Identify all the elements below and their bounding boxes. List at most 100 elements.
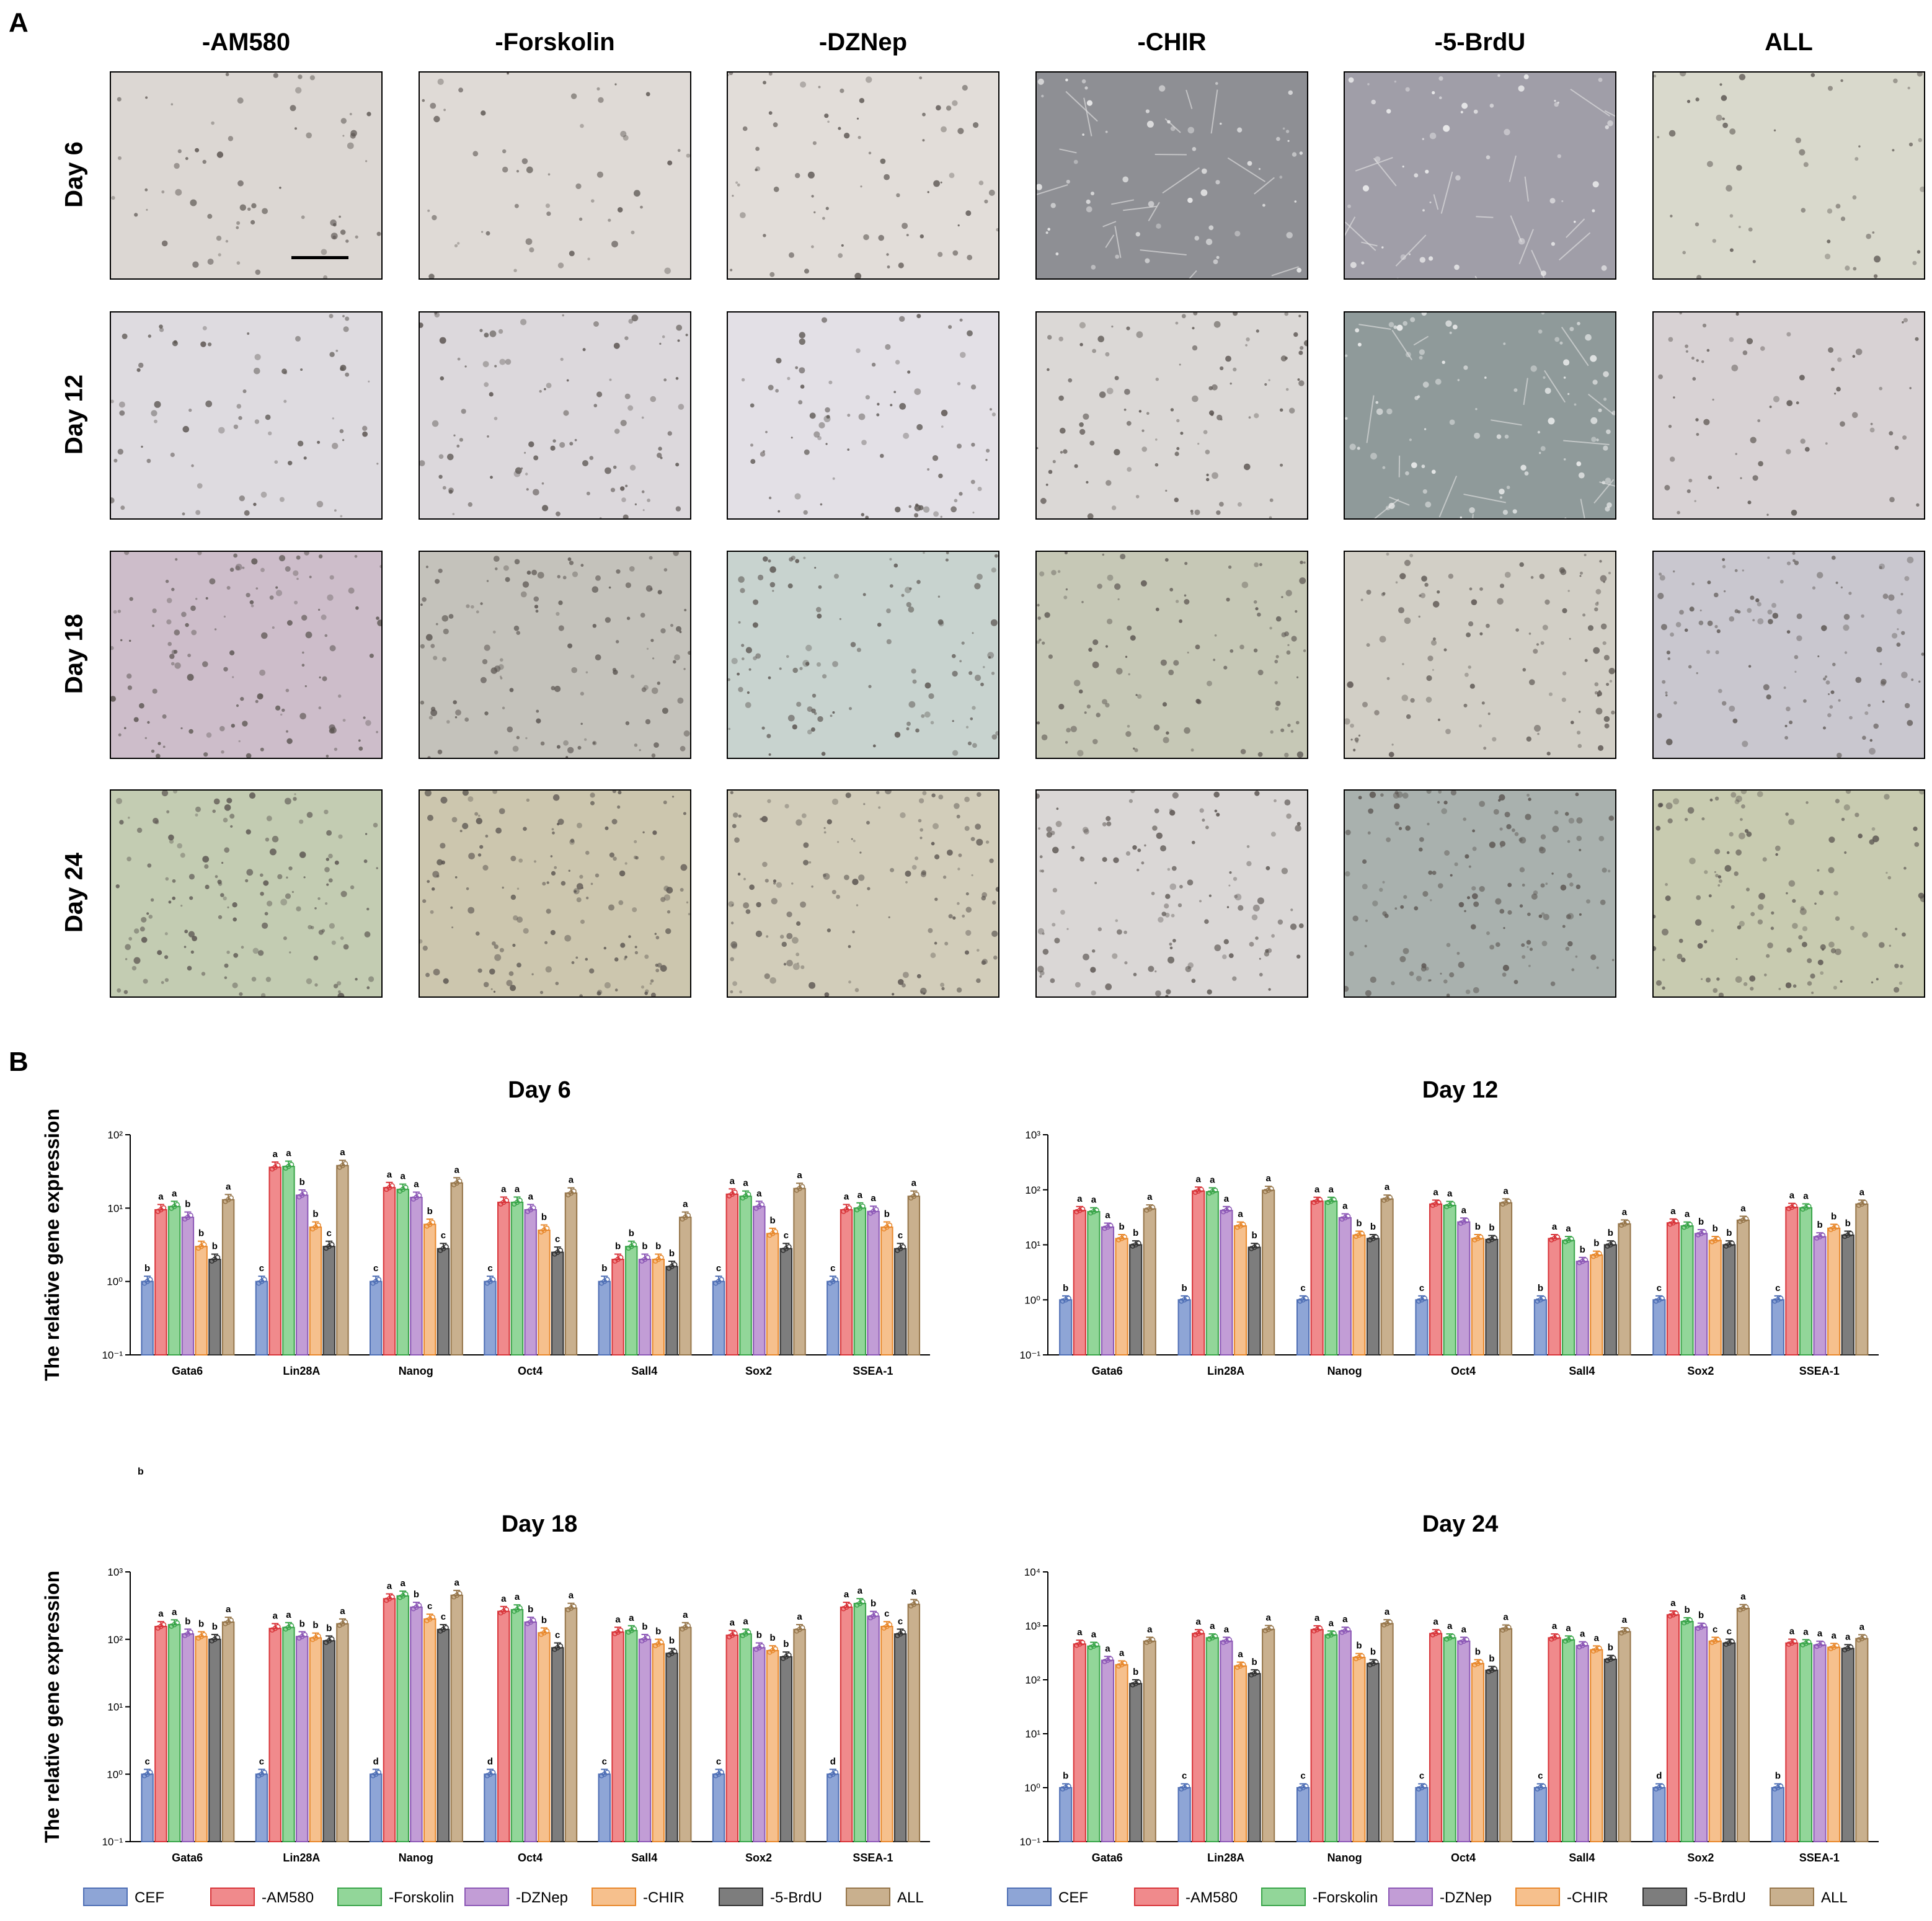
data-point bbox=[1419, 1785, 1425, 1791]
bar bbox=[1366, 1238, 1380, 1356]
significance-letter: a bbox=[1831, 1630, 1837, 1641]
significance-letter: a bbox=[1789, 1626, 1795, 1636]
bar bbox=[638, 1638, 652, 1842]
significance-letter: a bbox=[1077, 1627, 1083, 1638]
data-point bbox=[1681, 1224, 1687, 1230]
data-point bbox=[215, 1254, 221, 1261]
bar bbox=[598, 1280, 611, 1356]
bar bbox=[195, 1636, 208, 1842]
data-point bbox=[1381, 1197, 1387, 1203]
y-tick-label: 10³ bbox=[107, 1566, 123, 1578]
data-point bbox=[794, 1628, 800, 1634]
bar bbox=[282, 1166, 295, 1355]
data-point bbox=[914, 1600, 919, 1605]
data-point bbox=[873, 1207, 879, 1213]
bar bbox=[497, 1201, 510, 1355]
significance-letter: b bbox=[1698, 1217, 1704, 1227]
x-tick-label: Gata6 bbox=[172, 1365, 203, 1377]
significance-letter: a bbox=[387, 1169, 392, 1180]
data-point bbox=[342, 1161, 348, 1166]
data-point bbox=[557, 1248, 564, 1253]
significance-letter: a bbox=[1740, 1203, 1746, 1213]
significance-letter: a bbox=[454, 1165, 460, 1175]
data-point bbox=[503, 1607, 510, 1613]
data-point bbox=[914, 1191, 919, 1197]
significance-letter: a bbox=[1210, 1175, 1215, 1186]
data-point bbox=[571, 1188, 577, 1194]
bar bbox=[1736, 1607, 1750, 1843]
data-point bbox=[1254, 1243, 1261, 1249]
data-point bbox=[223, 1621, 228, 1626]
data-point bbox=[1108, 1223, 1114, 1228]
data-point bbox=[1806, 1639, 1812, 1645]
significance-letter: a bbox=[743, 1616, 748, 1626]
data-point bbox=[1709, 1239, 1715, 1244]
data-point bbox=[1226, 1637, 1232, 1643]
significance-letter: a bbox=[1740, 1592, 1746, 1602]
legend-swatch bbox=[83, 1888, 128, 1906]
chart-title: Day 6 bbox=[508, 1077, 570, 1103]
data-point bbox=[1800, 1206, 1806, 1212]
legend-swatch bbox=[1134, 1888, 1179, 1906]
x-tick-label: Sall4 bbox=[1569, 1852, 1595, 1864]
data-point bbox=[753, 1646, 759, 1653]
data-point bbox=[1670, 1612, 1676, 1618]
bar bbox=[1548, 1637, 1561, 1842]
bar bbox=[893, 1248, 907, 1355]
data-point bbox=[1743, 1604, 1749, 1610]
data-point bbox=[1610, 1241, 1616, 1246]
x-tick-label: Nanog bbox=[1327, 1365, 1362, 1377]
bar bbox=[1192, 1190, 1205, 1356]
significance-letter: c bbox=[1538, 1771, 1543, 1781]
significance-letter: a bbox=[515, 1592, 520, 1602]
bar bbox=[1652, 1299, 1666, 1355]
data-point bbox=[713, 1773, 719, 1778]
x-tick-label: Oct4 bbox=[518, 1852, 543, 1864]
significance-letter: a bbox=[286, 1148, 291, 1159]
data-point bbox=[598, 1773, 605, 1778]
data-point bbox=[1146, 1638, 1153, 1644]
significance-letter: b bbox=[312, 1209, 318, 1220]
data-point bbox=[740, 1633, 746, 1638]
bar bbox=[1366, 1662, 1380, 1842]
data-point bbox=[773, 1646, 778, 1652]
bar bbox=[1415, 1299, 1429, 1355]
legend-label: -CHIR bbox=[1567, 1889, 1608, 1906]
stray-label: b bbox=[138, 1466, 144, 1477]
data-point bbox=[1743, 1216, 1749, 1222]
data-point bbox=[618, 1628, 624, 1633]
data-point bbox=[1569, 1636, 1574, 1641]
bar bbox=[1785, 1207, 1799, 1355]
bar bbox=[1115, 1238, 1128, 1356]
data-point bbox=[1670, 1220, 1676, 1226]
bar bbox=[679, 1626, 692, 1843]
legend-label: -DZNep bbox=[1440, 1889, 1492, 1906]
significance-letter: a bbox=[401, 1578, 406, 1589]
data-point bbox=[1673, 1610, 1679, 1617]
significance-letter: a bbox=[158, 1191, 164, 1202]
bar bbox=[1310, 1629, 1324, 1843]
bar bbox=[826, 1280, 840, 1356]
data-point bbox=[1317, 1625, 1323, 1631]
data-point bbox=[1419, 1297, 1425, 1303]
data-point bbox=[1458, 1639, 1464, 1645]
data-point bbox=[1834, 1224, 1840, 1230]
bar bbox=[1666, 1222, 1680, 1356]
data-point bbox=[1859, 1201, 1865, 1207]
data-point bbox=[1325, 1633, 1331, 1639]
y-tick-label: 10² bbox=[107, 1129, 123, 1141]
data-point bbox=[1486, 1238, 1492, 1244]
data-point bbox=[1269, 1186, 1274, 1192]
significance-letter: c bbox=[441, 1612, 446, 1622]
bar bbox=[322, 1246, 335, 1355]
bar bbox=[853, 1602, 867, 1842]
data-point bbox=[155, 1625, 161, 1631]
bar bbox=[1562, 1639, 1575, 1842]
legend-label: -AM580 bbox=[1185, 1889, 1238, 1906]
significance-letter: b bbox=[655, 1241, 661, 1252]
bar bbox=[255, 1280, 268, 1356]
data-point bbox=[1192, 1632, 1199, 1638]
y-tick-label: 10⁻¹ bbox=[102, 1349, 123, 1361]
bar bbox=[1338, 1630, 1352, 1842]
bar bbox=[725, 1635, 739, 1843]
